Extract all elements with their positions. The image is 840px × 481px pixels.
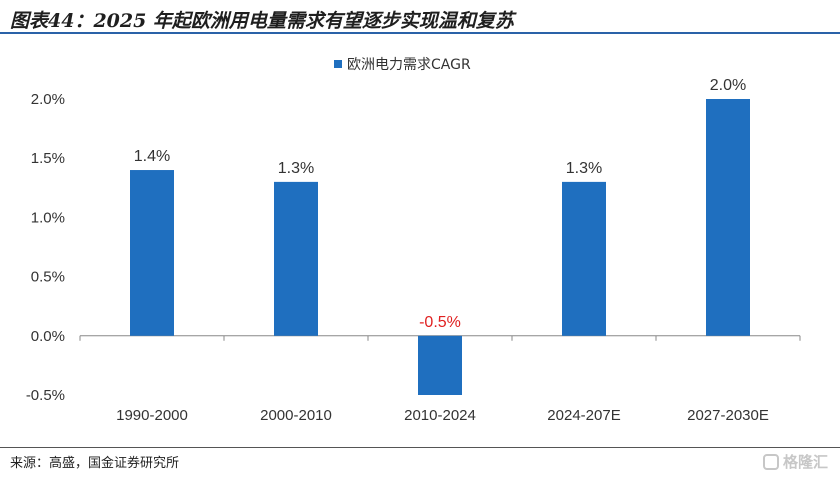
watermark-text: 格隆汇 xyxy=(782,453,828,471)
bar xyxy=(130,170,174,336)
data-label: 1.4% xyxy=(134,148,170,165)
y-tick-label: 1.0% xyxy=(31,209,65,226)
x-tick-label: 1990-2000 xyxy=(116,407,188,424)
watermark: 格隆汇 xyxy=(762,451,828,472)
y-tick-label: 2.0% xyxy=(31,91,65,108)
legend-label: 欧洲电力需求CAGR xyxy=(347,57,471,73)
y-tick-label: -0.5% xyxy=(26,387,65,404)
footer-rule xyxy=(0,447,840,448)
y-tick-label: 1.5% xyxy=(31,150,65,167)
bar xyxy=(418,335,462,395)
x-tick-label: 2024-207E xyxy=(547,407,620,424)
bar xyxy=(274,181,318,336)
x-tick-label: 2027-2030E xyxy=(687,407,769,424)
bar xyxy=(562,181,606,336)
watermark-logo-icon xyxy=(762,453,779,470)
x-tick-label: 2000-2010 xyxy=(260,407,332,424)
chart-title: 图表44：2025 年起欧洲用电量需求有望逐步实现温和复苏 xyxy=(10,10,514,32)
source-note: 来源：高盛，国金证券研究所 xyxy=(10,456,180,471)
bar xyxy=(706,99,750,336)
y-tick-label: 0.0% xyxy=(31,328,65,345)
legend-swatch xyxy=(334,60,342,68)
data-label: -0.5% xyxy=(419,314,461,331)
x-tick-label: 2010-2024 xyxy=(404,407,476,424)
data-label: 2.0% xyxy=(710,77,746,94)
y-tick-label: 0.5% xyxy=(31,269,65,286)
data-label: 1.3% xyxy=(566,160,602,177)
title-rule xyxy=(0,32,840,34)
data-label: 1.3% xyxy=(278,160,314,177)
